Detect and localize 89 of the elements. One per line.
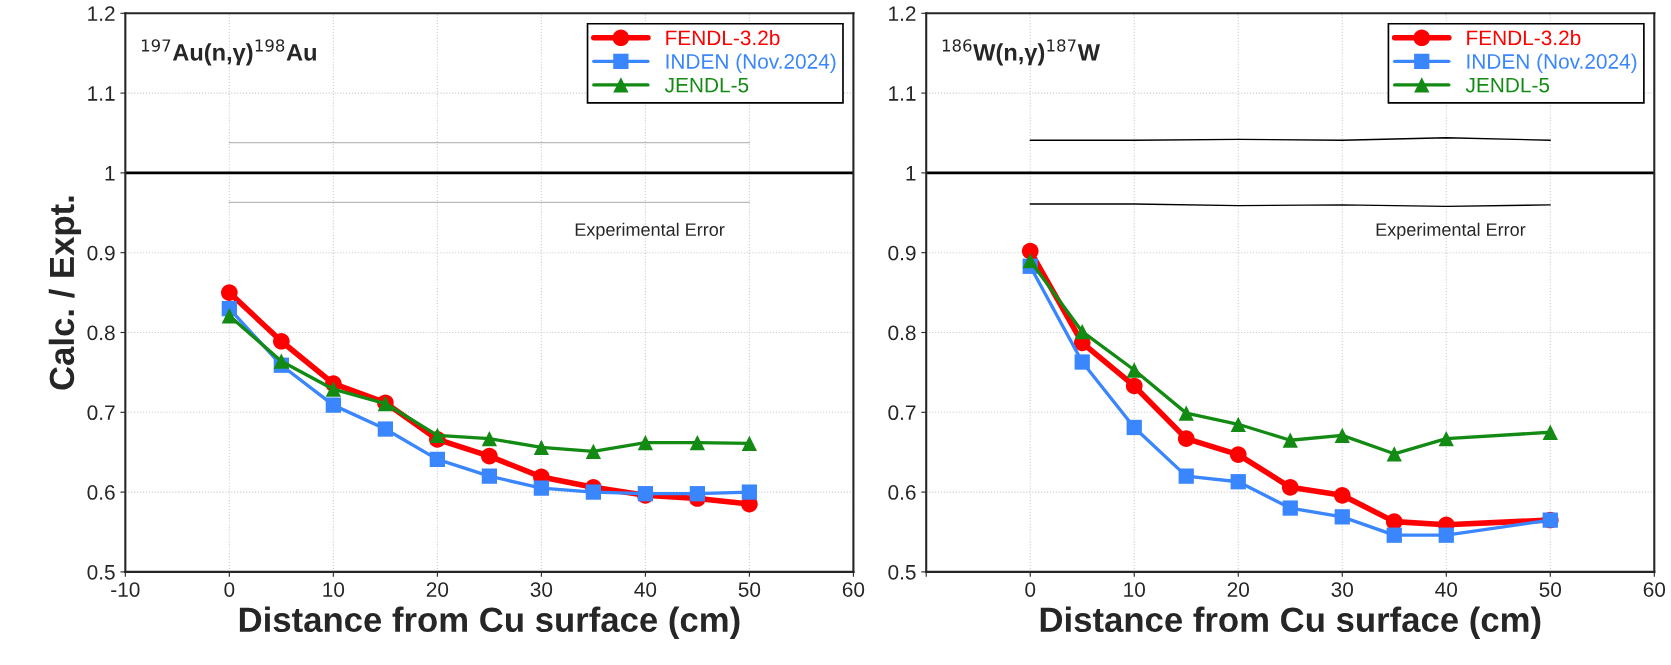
x-axis-title: Distance from Cu surface (cm) [1040, 606, 1541, 639]
text: $^{186}$W(n,γ)$^{187}$W [942, 39, 1100, 66]
x-tick-label: 40 [634, 582, 657, 597]
legend-label: FENDL-3.2b [1467, 29, 1581, 46]
y-tick-label: 0.9 [888, 245, 916, 261]
point [1126, 362, 1142, 378]
y-tick-label: 0.8 [87, 325, 115, 341]
point [1230, 416, 1246, 432]
annotation: Experimental Error [575, 222, 725, 240]
point [481, 447, 498, 465]
point [1022, 253, 1038, 269]
x-tick-label: 10 [323, 582, 345, 597]
point [221, 284, 238, 301]
x-tick-label: 0 [224, 582, 235, 597]
point [481, 430, 497, 447]
y-tick-label: 1.2 [88, 6, 115, 21]
y-tick-label: 0.6 [888, 485, 916, 500]
point [1386, 527, 1402, 543]
point [585, 484, 602, 500]
point [1542, 424, 1558, 440]
point [1074, 354, 1090, 370]
point [1333, 486, 1351, 504]
point [325, 397, 341, 413]
y-tick-label: 0.8 [888, 325, 916, 341]
point [1177, 430, 1195, 447]
y-tick-label: 0.9 [87, 245, 115, 261]
point [585, 443, 602, 460]
point [1229, 446, 1247, 463]
x-tick-label: 20 [426, 582, 449, 597]
y-tick-label: 0.5 [87, 564, 115, 580]
annotation: Experimental Error [1376, 222, 1526, 240]
point [325, 381, 341, 397]
x-tick-label: 30 [1331, 582, 1354, 597]
y-tick-label: 0.5 [888, 564, 916, 580]
y-tick-label: 1 [105, 166, 115, 181]
point [1282, 432, 1298, 448]
point [741, 484, 758, 500]
point [1385, 513, 1403, 530]
x-tick-label: -10 [111, 582, 140, 597]
x-tick-label: 60 [842, 582, 865, 597]
point [1282, 500, 1298, 516]
point [1074, 324, 1090, 340]
text: $^{197}$Au(n,γ)$^{198}$Au [141, 39, 316, 66]
point [1178, 405, 1194, 421]
point [273, 353, 289, 369]
y-tick-label: 1.1 [889, 86, 916, 101]
point [1438, 430, 1454, 447]
x-axis-title: Distance from Cu surface (cm) [239, 606, 740, 639]
point [1334, 509, 1350, 525]
point [1386, 446, 1402, 462]
point [221, 308, 237, 324]
x-tick-label: 0 [1025, 582, 1036, 597]
y-tick-label: 0.7 [888, 405, 916, 421]
point [1178, 468, 1194, 484]
point [429, 427, 445, 444]
y-tick-label: 1 [906, 166, 916, 181]
point [1334, 427, 1350, 444]
point [533, 439, 550, 456]
point [689, 486, 706, 502]
x-tick-label: 10 [1124, 582, 1146, 597]
legend-label: JENDL-5 [1465, 77, 1550, 93]
point [1438, 527, 1454, 543]
point [429, 451, 445, 468]
point [741, 435, 758, 452]
y-tick-label: 0.7 [87, 405, 115, 421]
x-tick-label: 50 [1539, 582, 1562, 597]
x-tick-label: 50 [738, 582, 761, 597]
x-tick-label: 30 [530, 582, 553, 597]
point [533, 480, 550, 496]
legend-label: INDEN (Nov.2024) [666, 53, 836, 73]
legend-label: JENDL-5 [664, 77, 749, 93]
x-tick-label: 60 [1643, 582, 1666, 597]
point [1125, 377, 1143, 395]
point [637, 434, 654, 451]
point [273, 332, 290, 350]
x-tick-label: 20 [1227, 582, 1250, 597]
y-tick-label: 1.2 [889, 6, 916, 21]
y-axis-title: Calc. / Expt. [48, 196, 82, 390]
x-tick-label: 40 [1435, 582, 1458, 597]
legend-label: INDEN (Nov.2024) [1467, 53, 1637, 73]
y-tick-label: 0.6 [87, 485, 115, 500]
point [1281, 478, 1299, 496]
point [377, 421, 393, 437]
point [1126, 419, 1142, 436]
point [689, 434, 706, 451]
point [481, 468, 497, 484]
y-tick-label: 1.1 [88, 86, 115, 101]
point [1230, 474, 1246, 490]
legend-label: FENDL-3.2b [666, 29, 780, 46]
